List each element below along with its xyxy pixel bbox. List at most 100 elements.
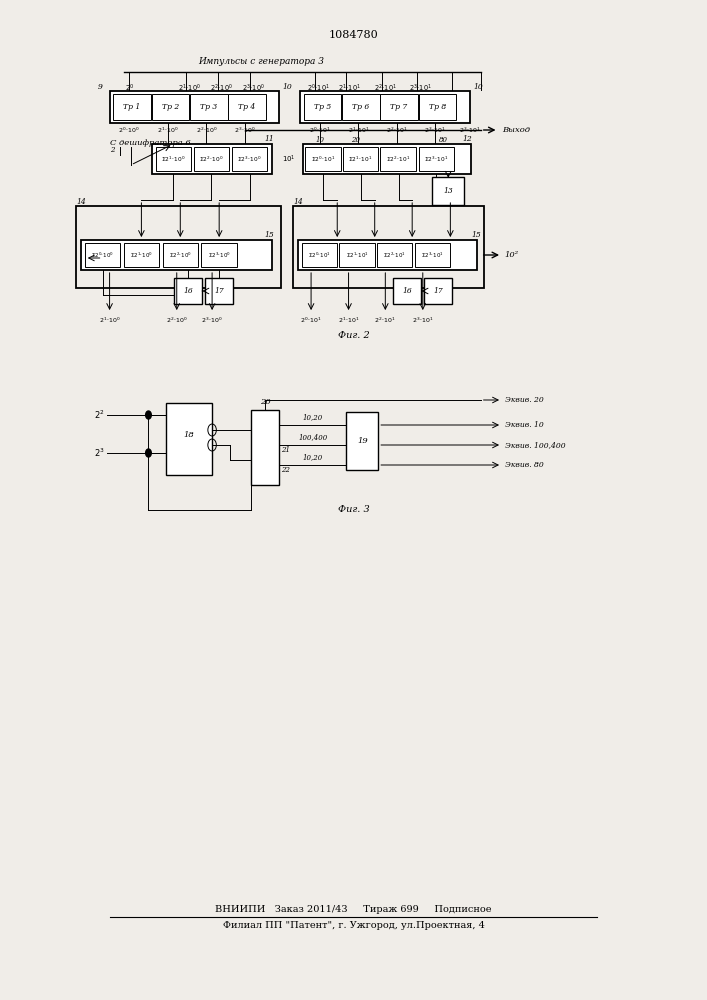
Text: 13: 13: [443, 187, 453, 195]
Bar: [377, 243, 412, 267]
Bar: [190, 94, 228, 120]
Text: Тр 2: Тр 2: [162, 103, 180, 111]
Text: 10: 10: [283, 83, 293, 91]
Text: $2^3\!\cdot\!10^0$: $2^3\!\cdot\!10^0$: [242, 82, 264, 94]
Text: 18: 18: [183, 431, 194, 439]
Bar: [228, 94, 266, 120]
Text: $\Sigma 2^3\!\cdot\!10^1$: $\Sigma 2^3\!\cdot\!10^1$: [421, 250, 444, 260]
Text: Тр 3: Тр 3: [200, 103, 218, 111]
Text: 80: 80: [439, 136, 448, 144]
Text: 16: 16: [402, 287, 412, 295]
Text: 20: 20: [259, 398, 271, 406]
Text: $\Sigma 2^2\!\cdot\!10^1$: $\Sigma 2^2\!\cdot\!10^1$: [383, 250, 406, 260]
Bar: [380, 94, 418, 120]
Text: $\Sigma 2^1\!\cdot\!10^0$: $\Sigma 2^1\!\cdot\!10^0$: [161, 154, 185, 164]
Text: $2^1\!\cdot\!10^0$: $2^1\!\cdot\!10^0$: [178, 82, 201, 94]
Circle shape: [146, 449, 151, 457]
Text: $2^2\!\cdot\!10^0$: $2^2\!\cdot\!10^0$: [196, 125, 217, 135]
Bar: [110, 91, 279, 123]
Text: $2^3\!\cdot\!10^1$: $2^3\!\cdot\!10^1$: [460, 125, 481, 135]
Text: Тр 6: Тр 6: [352, 103, 370, 111]
Text: $2^3\!\cdot\!10^0$: $2^3\!\cdot\!10^0$: [201, 315, 223, 325]
Bar: [293, 206, 484, 288]
Text: $\Sigma 2^3\!\cdot\!10^0$: $\Sigma 2^3\!\cdot\!10^0$: [238, 154, 262, 164]
Bar: [300, 91, 470, 123]
Text: 15: 15: [471, 231, 481, 239]
Bar: [302, 243, 337, 267]
Bar: [81, 240, 272, 270]
Text: ВНИИПИ   Заказ 2011/43     Тираж 699     Подписное: ВНИИПИ Заказ 2011/43 Тираж 699 Подписное: [215, 906, 492, 914]
Text: $\Sigma 2^1\!\cdot\!10^1$: $\Sigma 2^1\!\cdot\!10^1$: [349, 154, 373, 164]
Text: $2^1\!\cdot\!10^1$: $2^1\!\cdot\!10^1$: [338, 315, 359, 325]
Bar: [393, 278, 421, 304]
Bar: [415, 243, 450, 267]
Bar: [76, 206, 281, 288]
Bar: [424, 278, 452, 304]
Text: Тр 4: Тр 4: [238, 103, 256, 111]
Text: Тр 7: Тр 7: [390, 103, 408, 111]
Bar: [342, 94, 380, 120]
Text: $2^2\!\cdot\!10^1$: $2^2\!\cdot\!10^1$: [375, 315, 396, 325]
Text: Эквив. 100,400: Эквив. 100,400: [505, 441, 566, 449]
Text: $\Sigma 2^2\!\cdot\!10^0$: $\Sigma 2^2\!\cdot\!10^0$: [169, 250, 192, 260]
Text: 14: 14: [293, 198, 303, 206]
Text: 15: 15: [264, 231, 274, 239]
Bar: [194, 147, 229, 171]
Text: $\Sigma 2^3\!\cdot\!10^0$: $\Sigma 2^3\!\cdot\!10^0$: [208, 250, 230, 260]
Text: $\Sigma 2^1\!\cdot\!10^0$: $\Sigma 2^1\!\cdot\!10^0$: [130, 250, 153, 260]
Text: 16: 16: [183, 287, 193, 295]
Text: 17: 17: [433, 287, 443, 295]
Bar: [346, 412, 378, 470]
Bar: [343, 147, 378, 171]
Bar: [166, 403, 212, 475]
Text: Тр 1: Тр 1: [123, 103, 141, 111]
Text: 10,20: 10,20: [303, 453, 323, 461]
Bar: [163, 243, 198, 267]
Bar: [432, 177, 464, 205]
Bar: [419, 147, 454, 171]
Text: $10^1$: $10^1$: [282, 153, 296, 165]
Bar: [419, 94, 456, 120]
Text: $2^0\!\cdot\!10^0$: $2^0\!\cdot\!10^0$: [119, 125, 140, 135]
Bar: [174, 278, 202, 304]
Text: 2: 2: [110, 146, 115, 154]
Text: $2^3\!\cdot\!10^1$: $2^3\!\cdot\!10^1$: [409, 82, 432, 94]
Text: 14: 14: [76, 198, 86, 206]
Text: $2^2$: $2^2$: [94, 409, 105, 421]
Bar: [232, 147, 267, 171]
Text: 9: 9: [98, 83, 103, 91]
Text: 19: 19: [357, 437, 368, 445]
Text: $\Sigma 2^2\!\cdot\!10^1$: $\Sigma 2^2\!\cdot\!10^1$: [386, 154, 410, 164]
Text: $2^2\!\cdot\!10^1$: $2^2\!\cdot\!10^1$: [386, 125, 407, 135]
Bar: [339, 243, 375, 267]
Text: Фиг. 3: Фиг. 3: [338, 505, 369, 514]
Text: Эквив. 20: Эквив. 20: [505, 396, 544, 404]
Bar: [305, 147, 341, 171]
Text: С дешифратора 6: С дешифратора 6: [110, 139, 190, 147]
Bar: [85, 243, 120, 267]
Text: Тр 8: Тр 8: [428, 103, 446, 111]
Text: $2^2\!\cdot\!10^0$: $2^2\!\cdot\!10^0$: [166, 315, 187, 325]
Text: 20: 20: [351, 136, 360, 144]
Text: $2^0\!\cdot\!10^1$: $2^0\!\cdot\!10^1$: [307, 82, 329, 94]
Text: 10,20: 10,20: [303, 413, 323, 421]
Text: $\Sigma 2^0\!\cdot\!10^1$: $\Sigma 2^0\!\cdot\!10^1$: [311, 154, 335, 164]
Text: 100,400: 100,400: [298, 433, 327, 441]
Text: 10²: 10²: [504, 251, 518, 259]
Text: Выход: Выход: [502, 126, 530, 134]
Text: $2^0$: $2^0$: [124, 82, 134, 94]
Text: 22: 22: [281, 466, 290, 474]
Text: 10: 10: [474, 83, 484, 91]
Bar: [113, 94, 151, 120]
Text: Импульсы с генератора 3: Импульсы с генератора 3: [198, 57, 324, 66]
Bar: [380, 147, 416, 171]
Text: $2^3\!\cdot\!10^1$: $2^3\!\cdot\!10^1$: [424, 125, 445, 135]
Bar: [205, 278, 233, 304]
Text: $2^1\!\cdot\!10^1$: $2^1\!\cdot\!10^1$: [339, 82, 361, 94]
Text: $2^1\!\cdot\!10^0$: $2^1\!\cdot\!10^0$: [99, 315, 120, 325]
Text: $2^0\!\cdot\!10^1$: $2^0\!\cdot\!10^1$: [309, 125, 330, 135]
Text: $2^1\!\cdot\!10^0$: $2^1\!\cdot\!10^0$: [158, 125, 179, 135]
Text: Филиал ПП "Патент", г. Ужгород, ул.Проектная, 4: Филиал ПП "Патент", г. Ужгород, ул.Проек…: [223, 922, 484, 930]
Bar: [156, 147, 191, 171]
Bar: [152, 94, 189, 120]
